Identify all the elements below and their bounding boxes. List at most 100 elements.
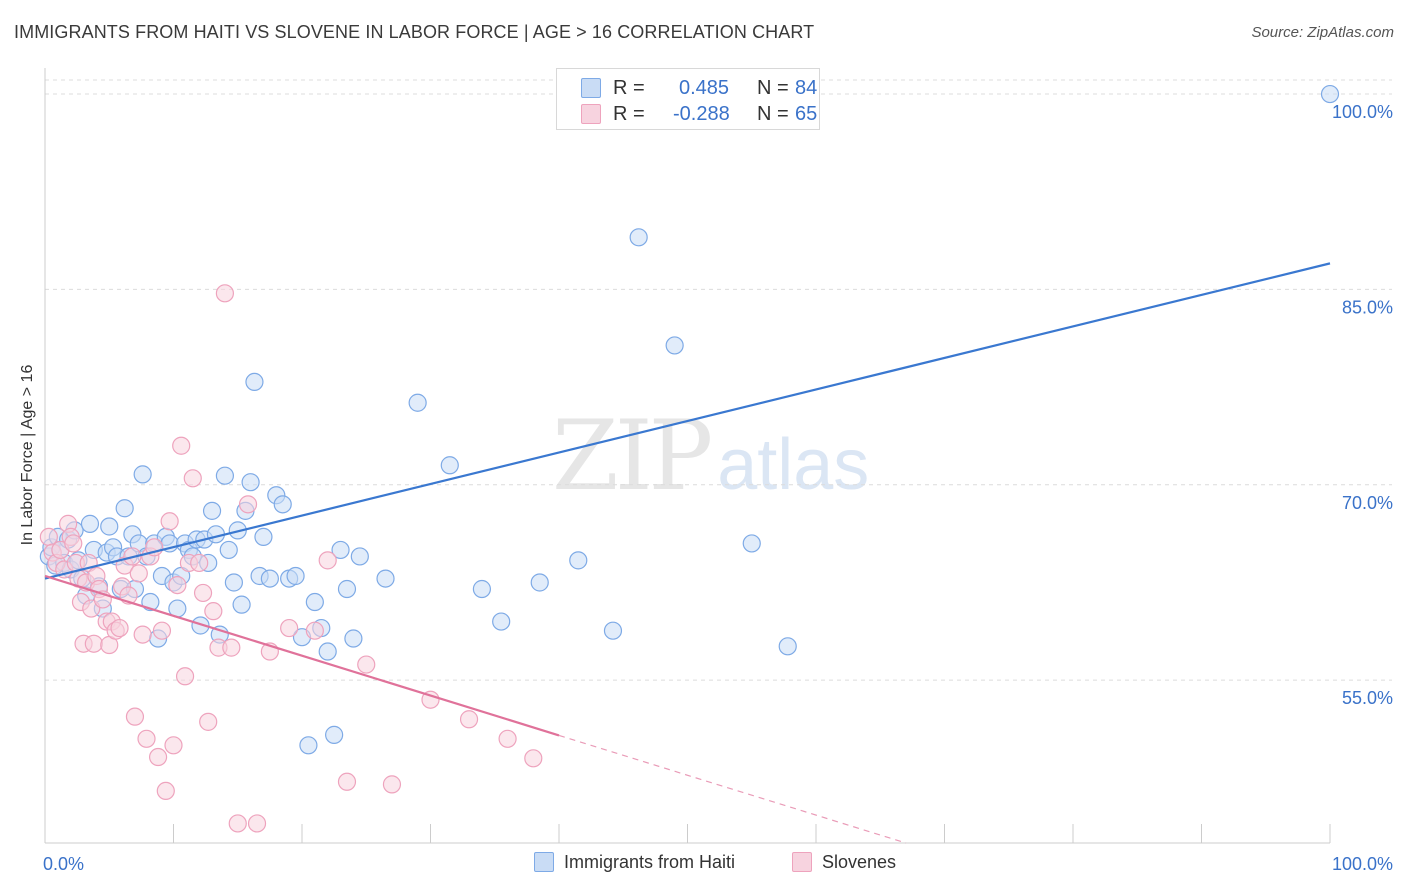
legend-n-value: 65	[795, 103, 818, 125]
point-slovenes	[204, 602, 223, 621]
point-slovenes	[125, 707, 145, 726]
point-slovenes	[459, 710, 479, 729]
y-tick-label: 85.0%	[1342, 297, 1393, 317]
point-haiti	[305, 592, 324, 612]
legend-swatch-haiti	[581, 78, 601, 98]
x-tick-label: 100.0%	[1332, 854, 1393, 874]
point-haiti	[318, 642, 337, 661]
source-label: Source: ZipAtlas.com	[1251, 24, 1394, 41]
point-slovenes	[172, 436, 191, 455]
point-slovenes	[168, 576, 187, 595]
point-slovenes	[175, 667, 195, 686]
point-haiti	[629, 228, 648, 247]
point-slovenes	[238, 495, 258, 514]
point-haiti	[286, 566, 305, 586]
point-slovenes	[183, 469, 202, 488]
point-slovenes	[318, 551, 337, 570]
point-slovenes	[190, 553, 209, 573]
legend-r-value: -0.288	[673, 103, 730, 125]
point-haiti	[254, 527, 273, 547]
y-axis-label: In Labor Force | Age > 16	[19, 364, 36, 546]
point-haiti	[80, 514, 100, 533]
point-haiti	[232, 595, 251, 614]
point-slovenes	[280, 618, 299, 638]
point-slovenes	[84, 634, 103, 653]
point-slovenes	[498, 729, 517, 748]
chart-title: IMMIGRANTS FROM HAITI VS SLOVENE IN LABO…	[14, 22, 815, 42]
point-slovenes	[421, 690, 440, 709]
point-haiti	[408, 393, 427, 412]
point-haiti	[115, 499, 134, 518]
point-slovenes	[129, 564, 148, 583]
data-points	[39, 84, 1340, 833]
point-slovenes	[382, 775, 402, 794]
point-slovenes	[148, 747, 168, 767]
point-slovenes	[357, 655, 376, 674]
point-haiti	[215, 466, 234, 485]
point-slovenes	[133, 625, 152, 644]
point-haiti	[260, 569, 279, 588]
point-slovenes	[152, 621, 172, 640]
watermark-atlas: atlas	[717, 425, 870, 505]
point-haiti	[472, 579, 491, 599]
trend-lines	[44, 262, 1331, 844]
point-haiti	[224, 573, 243, 592]
point-haiti	[202, 501, 222, 520]
point-haiti	[742, 534, 761, 553]
point-slovenes	[222, 638, 241, 657]
trend-line-slovenes-extension	[558, 734, 907, 844]
point-haiti	[1320, 84, 1340, 104]
point-slovenes	[164, 736, 183, 755]
legend-swatch-slovenes	[792, 852, 812, 872]
y-tick-label: 100.0%	[1332, 102, 1393, 122]
legend-swatch-haiti	[534, 852, 554, 872]
stats-legend: R = 0.485 N = 84 R = -0.288 N = 65	[556, 68, 820, 130]
point-slovenes	[64, 534, 83, 553]
legend-label-haiti: Immigrants from Haiti	[564, 852, 736, 872]
point-slovenes	[156, 781, 175, 800]
point-haiti	[325, 725, 344, 744]
legend-n-value: 84	[795, 77, 818, 99]
watermark: ZIP atlas	[552, 400, 869, 512]
point-haiti	[337, 579, 357, 599]
legend-item-haiti: Immigrants from Haiti	[534, 852, 735, 873]
point-slovenes	[193, 583, 213, 603]
point-slovenes	[160, 512, 179, 531]
point-haiti	[245, 372, 264, 392]
point-slovenes	[137, 729, 156, 748]
point-haiti	[331, 540, 350, 560]
point-haiti	[241, 473, 260, 492]
point-haiti	[603, 621, 623, 640]
legend-item-slovenes: Slovenes	[792, 852, 896, 873]
point-haiti	[665, 336, 684, 355]
legend-r-value: 0.485	[679, 77, 730, 99]
point-haiti	[440, 456, 459, 475]
point-haiti	[492, 612, 511, 631]
x-tick-label: 0.0%	[43, 854, 84, 874]
point-slovenes	[305, 621, 324, 640]
point-haiti	[530, 573, 549, 592]
watermark-zip: ZIP	[552, 400, 713, 512]
legend-label-slovenes: Slovenes	[822, 852, 897, 872]
legend-r-label: R =	[613, 103, 645, 125]
point-slovenes	[199, 712, 218, 731]
point-haiti	[569, 551, 588, 570]
point-haiti	[273, 495, 292, 514]
y-tick-label: 55.0%	[1342, 688, 1393, 708]
point-haiti	[344, 629, 363, 648]
point-haiti	[350, 547, 369, 566]
tick-labels: 55.0% 70.0% 85.0% 100.0% 0.0% 100.0%	[43, 102, 1393, 874]
trend-line-haiti	[44, 262, 1331, 580]
legend-n-label: N =	[757, 77, 789, 99]
point-haiti	[219, 540, 238, 560]
trend-line-slovenes	[44, 574, 560, 737]
point-haiti	[299, 736, 318, 755]
point-slovenes	[247, 814, 267, 833]
point-haiti	[133, 465, 152, 484]
point-slovenes	[110, 618, 129, 638]
point-haiti	[778, 637, 797, 656]
legend-r-label: R =	[613, 77, 645, 99]
point-haiti	[100, 517, 119, 536]
point-slovenes	[228, 814, 247, 833]
